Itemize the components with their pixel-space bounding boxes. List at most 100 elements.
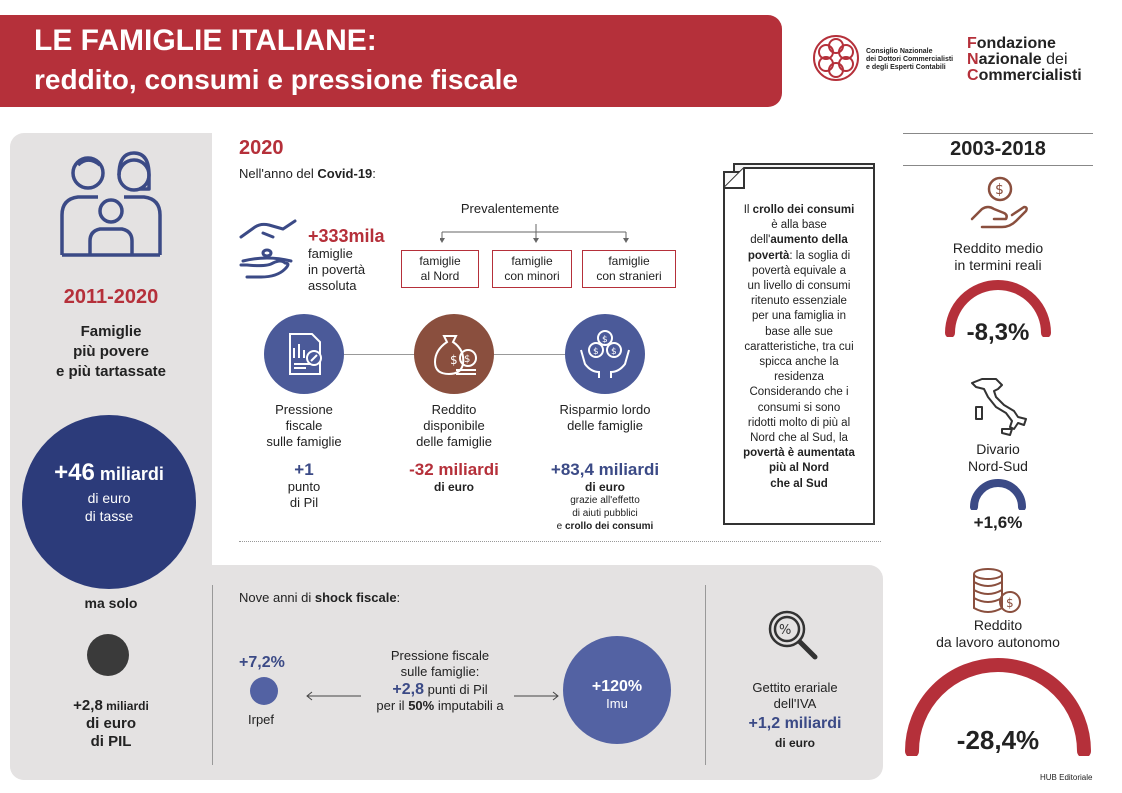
svg-text:$: $ — [611, 347, 617, 357]
coin-stacks-icon: $ — [966, 566, 1026, 616]
gauge-lavoro — [902, 656, 1094, 758]
cndcec-logo-icon — [810, 32, 862, 84]
right-item-value: -8,3% — [966, 319, 1030, 346]
taxes-circle: +46 miliardi di euro di tasse — [22, 415, 196, 589]
dotted-divider — [239, 541, 881, 542]
category-box: famiglie al Nord — [401, 250, 479, 288]
category-box: famiglie con stranieri — [582, 250, 676, 288]
metric-note: grazie all'effetto di aiuti pubblici e c… — [556, 495, 654, 532]
money-bag-icon: $ $ — [414, 314, 494, 394]
iva-label: Gettito erariale dell'IVA — [752, 680, 838, 711]
family-icon — [50, 145, 172, 265]
fnc-logo-text: Fondazione Nazionale dei Commercialisti — [967, 35, 1082, 84]
pressure-text: Pressione fiscale sulle famiglie: +2,8 p… — [376, 648, 504, 713]
right-item-label: Reddito medio in termini reali — [952, 240, 1044, 273]
note-line: più al Nord — [768, 462, 830, 475]
metric-label: Reddito disponibile delle famiglie — [416, 402, 492, 449]
poverty-value: +333mila — [308, 226, 385, 246]
metric-label: Pressione fiscale sulle famiglie — [266, 402, 342, 449]
covid-year: 2020 — [239, 137, 284, 159]
metric-value: +1 — [294, 460, 314, 479]
arrow-left-icon — [305, 688, 363, 701]
note-line: ritenuto essenziale — [751, 295, 847, 308]
svg-text:$: $ — [1006, 596, 1014, 610]
metric-value: -32 miliardi — [409, 460, 499, 479]
note-text: Il crollo dei consumi è alla base dell'aum… — [728, 203, 870, 492]
metric-label: Risparmio lordo delle famiglie — [559, 402, 651, 433]
covid-intro: Nell'anno del Covid-19: — [239, 166, 376, 181]
metric-value: +83,4 miliardi — [550, 460, 660, 479]
bottom-divider-left — [212, 585, 213, 765]
bottom-divider-right — [705, 585, 706, 765]
right-bottom-line — [903, 165, 1093, 166]
savings-hands-icon: $ $ $ — [565, 314, 645, 394]
left-subtitle: Famiglie più povere e più tartassate — [55, 323, 167, 380]
note-line: consumi si sono — [757, 401, 841, 414]
italy-map-icon — [966, 375, 1030, 437]
poverty-label: famiglie in povertà assoluta — [308, 246, 366, 293]
page-title: LE FAMIGLIE ITALIANE: — [34, 24, 377, 57]
bracket-lines — [439, 222, 630, 244]
gauge-reddito — [942, 275, 1054, 338]
credit: HUB Editoriale — [1040, 773, 1093, 782]
svg-text:$: $ — [995, 182, 1004, 198]
note-line: caratteristiche, tra cui — [744, 340, 854, 353]
svg-text:$: $ — [602, 335, 608, 345]
note-line: dell'aumento della — [750, 234, 848, 247]
svg-text:$: $ — [450, 353, 458, 367]
note-line: povertà è aumentata — [743, 447, 855, 460]
imu-circle: +120% Imu — [563, 636, 671, 744]
left-period: 2011-2020 — [63, 286, 159, 308]
note-document — [710, 158, 880, 530]
right-top-line — [903, 133, 1093, 134]
note-line: per una famiglia in — [752, 310, 846, 323]
hand-coin-icon — [235, 215, 303, 285]
title-band — [0, 15, 782, 107]
note-line: spicca anche la — [759, 356, 839, 369]
iva-value: +1,2 miliardi — [748, 715, 842, 732]
note-line: è alla base — [771, 219, 827, 232]
right-item-value: -28,4% — [956, 725, 1040, 755]
cndcec-line: e degli Esperti Contabili — [866, 64, 946, 71]
right-item-label: Divario Nord-Sud — [968, 441, 1028, 474]
category-box: famiglie con minori — [492, 250, 572, 288]
irpef-value: +7,2% — [239, 654, 285, 671]
hand-dollar-icon: $ — [968, 173, 1030, 235]
cndcec-text: Consiglio Nazionale dei Dottori Commerci… — [866, 48, 961, 72]
irpef-dot — [250, 677, 278, 705]
bottom-panel — [10, 565, 883, 780]
irpef-label: Irpef — [248, 712, 275, 727]
magnifier-percent-icon: % — [765, 607, 821, 663]
ma-solo-label: ma solo — [84, 595, 138, 611]
note-line: un livello di consumi — [747, 280, 851, 293]
arrow-right-icon — [512, 688, 560, 701]
right-item-label: Reddito da lavoro autonomo — [936, 617, 1060, 650]
page-subtitle: reddito, consumi e pressione fiscale — [34, 64, 518, 95]
right-period: 2003-2018 — [950, 138, 1046, 160]
right-item-value: +1,6% — [973, 513, 1023, 532]
shock-intro: Nove anni di shock fiscale: — [239, 590, 401, 605]
svg-text:$: $ — [464, 354, 470, 365]
gauge-divario — [968, 476, 1028, 511]
tax-doc-icon — [264, 314, 344, 394]
metric-sub: di euro — [433, 480, 474, 494]
metric-sub: di euro — [584, 480, 625, 494]
note-line: Il crollo dei consumi — [743, 204, 855, 216]
note-line: residenza — [774, 371, 824, 384]
cndcec-line: dei Dottori Commercialisti — [866, 56, 954, 63]
note-line: Considerando che i — [749, 386, 849, 399]
note-line: povertà equivale a — [752, 264, 846, 277]
note-line: povertà: la soglia di — [747, 249, 851, 262]
pil-dot — [87, 634, 129, 676]
note-line: Nord che al Sud, la — [750, 432, 848, 445]
cndcec-line: Consiglio Nazionale — [866, 48, 933, 55]
metric-sub: punto di Pil — [287, 479, 321, 510]
svg-text:%: % — [779, 623, 791, 638]
note-line: ridotti molto di più al — [747, 416, 851, 429]
note-line: che al Sud — [770, 477, 828, 490]
prevalentemente-label: Prevalentemente — [460, 201, 560, 216]
svg-text:$: $ — [593, 347, 599, 357]
pil-text: +2,8 miliardi di euro di PIL — [73, 697, 149, 750]
iva-unit: di euro — [774, 736, 815, 750]
note-line: base alle sue — [765, 325, 833, 338]
